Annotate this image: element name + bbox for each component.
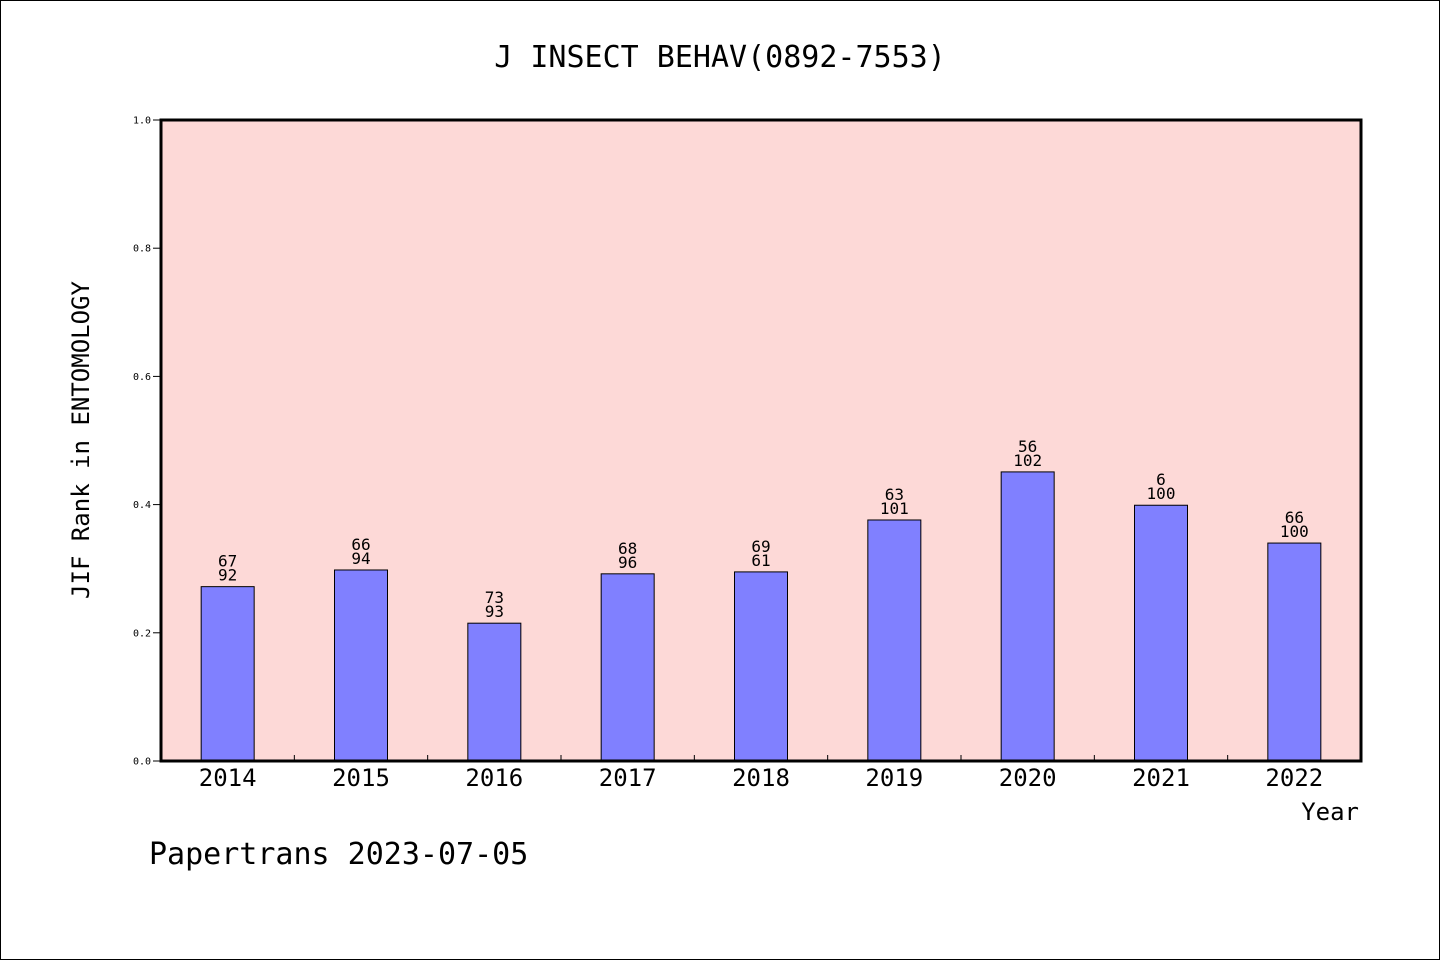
x-tick-label: 2015 [332,764,390,792]
x-tick-label: 2017 [599,764,657,792]
bar-2017 [600,573,655,762]
x-tick-label: 2022 [1265,764,1323,792]
y-tick-label: 1.0 [133,116,151,127]
data-label-total: 96 [618,553,637,572]
data-label-total: 94 [351,549,370,568]
plot-frame [159,118,1363,763]
bar-2020 [1000,471,1055,762]
bar-2022 [1267,542,1322,762]
x-tick-label: 2019 [865,764,923,792]
data-label-total: 100 [1280,522,1309,541]
data-label-rank: 66 [351,535,370,554]
x-tick-label: 2016 [465,764,523,792]
bar-2018 [734,571,788,762]
y-tick-label: 0.8 [133,244,151,255]
bar-2019 [867,519,922,762]
data-label-rank: 73 [485,588,504,607]
credit-text: Papertrans 2023-07-05 [149,837,528,872]
chart-title: J INSECT BEHAV(0892-7553) [494,40,946,75]
x-tick-label: 2021 [1132,764,1190,792]
data-label-total: 102 [1013,451,1042,470]
y-tick-label: 0.2 [133,628,151,639]
bar-2014 [200,586,255,762]
data-label-total: 101 [880,499,909,518]
data-label-total: 61 [751,551,770,570]
data-label-total: 100 [1147,484,1176,503]
x-tick-label: 2018 [732,764,790,792]
data-label-rank: 67 [218,552,237,571]
bar-2016 [467,622,522,762]
bar-2015 [334,569,388,762]
y-axis-label: JIF Rank in ENTOMOLOGY [67,281,95,599]
data-label-total: 93 [485,602,504,621]
x-tick-label: 2014 [199,764,257,792]
data-label-rank: 69 [751,537,770,556]
bar-2021 [1134,504,1188,762]
data-label-rank: 56 [1018,437,1037,456]
data-label-rank: 66 [1285,508,1304,527]
y-tick-label: 0.4 [133,500,151,511]
x-axis-label: Year [1301,798,1359,826]
y-tick-label: 0.0 [133,757,151,768]
data-label-rank: 63 [885,485,904,504]
x-tick-label: 2020 [999,764,1057,792]
data-label-total: 92 [218,566,237,585]
data-label-rank: 6 [1156,470,1166,489]
data-label-rank: 68 [618,539,637,558]
y-tick-label: 0.6 [133,372,151,383]
